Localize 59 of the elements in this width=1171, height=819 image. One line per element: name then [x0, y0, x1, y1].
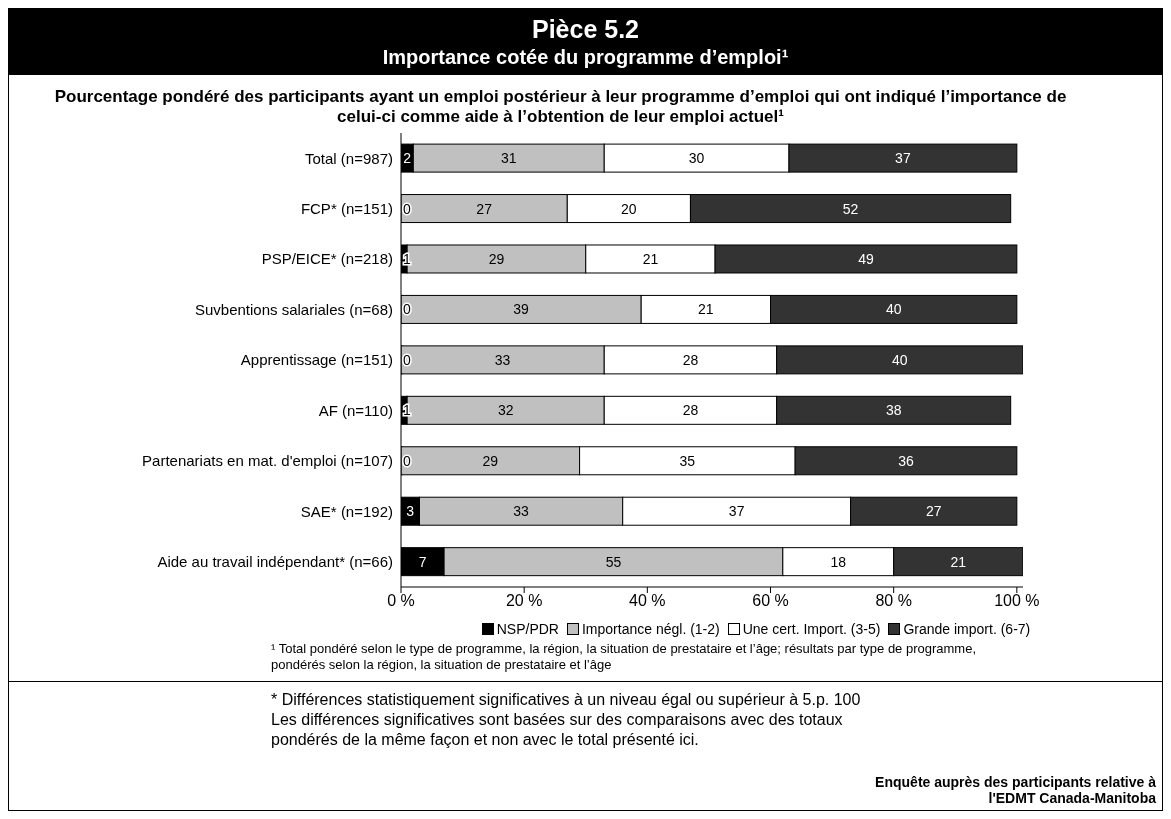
- data-label: 37: [728, 503, 745, 520]
- text: Enquête auprès des participants relative à l'EDMT Canada-Manitoba: [874, 774, 1156, 806]
- y-tick-label: SAE* (n=192): [300, 502, 393, 520]
- data-label: 28: [682, 402, 699, 419]
- data-label: 29: [482, 452, 499, 469]
- data-label: 0: [403, 452, 412, 469]
- data-label: 33: [494, 351, 511, 368]
- chart-subtitle: Importance cotée du programme d’emploi¹: [381, 46, 790, 69]
- data-label: 0: [403, 351, 412, 368]
- data-label: 33: [513, 503, 530, 520]
- chart-title: Pièce 5.2: [531, 15, 640, 44]
- data-label: 29: [488, 250, 505, 267]
- x-axis-title: Pourcentage pondéré des participants ayant un emploi postérieur à leur programme d’emploi qui ont indiqué l’importance de celui-ci comme aide à l’obtention de leur emploi actuel¹: [53, 87, 1068, 127]
- x-tick-label: 60 %: [752, 592, 789, 610]
- y-tick-label: Total (n=987): [305, 149, 393, 167]
- data-label: 39: [513, 301, 530, 318]
- data-label: 37: [895, 150, 911, 167]
- x-tick-label: 80 %: [875, 592, 912, 610]
- data-label: 0: [403, 200, 412, 217]
- legend-label: Grande import. (6-7): [902, 621, 1031, 637]
- data-label: 35: [679, 452, 696, 469]
- x-tick-label: 40 %: [629, 592, 666, 610]
- y-tick-label: FCP* (n=151): [300, 199, 393, 217]
- data-label: 55: [605, 553, 622, 570]
- data-label: 3: [406, 503, 415, 520]
- data-label: 21: [642, 250, 659, 267]
- data-label: 27: [925, 503, 942, 520]
- y-tick-label: Suvbentions salariales (n=68): [194, 300, 393, 318]
- y-tick-label: Partenariats en mat. d'emploi (n=107): [142, 452, 393, 470]
- text: * Différences statistiquement significatives à un niveau égal ou supérieur à 5.p. 100 Les différences significatives sont basées sur des comparaisons avec des totaux pondérés de la même façon et non avec le total présenté ici.: [271, 690, 862, 750]
- y-tick-label: Aide au travail indépendant* (n=66): [157, 553, 393, 571]
- data-label: 21: [950, 553, 967, 570]
- legend-label: Importance négl. (1-2): [581, 621, 720, 637]
- data-label: 0: [403, 301, 412, 318]
- data-label: 40: [885, 301, 902, 318]
- data-label: 30: [688, 150, 705, 167]
- data-label: 28: [682, 351, 699, 368]
- data-label: 2: [403, 150, 412, 167]
- text: ¹ Total pondéré selon le type de programme, la région, la situation de prestataire et l’âge; résultats par type de programme, pondérés selon la région, la situation de prestataire et l’âge: [271, 641, 978, 673]
- y-tick-label: Apprentissage (n=151): [240, 351, 393, 369]
- legend-label: Une cert. Import. (3-5): [741, 621, 881, 637]
- data-label: 21: [698, 301, 714, 318]
- x-tick-label: 100 %: [994, 592, 1040, 610]
- data-label: 49: [858, 250, 874, 267]
- data-label: 38: [885, 402, 902, 419]
- data-label: 36: [898, 452, 914, 469]
- data-label: 27: [476, 200, 493, 217]
- legend-label: NSP/PDR: [495, 621, 559, 637]
- y-tick-label: AF (n=110): [318, 401, 393, 419]
- data-label: 18: [830, 553, 847, 570]
- x-tick-label: 0 %: [387, 592, 415, 610]
- data-label: 52: [842, 200, 859, 217]
- data-label: 31: [500, 150, 517, 167]
- data-label: 20: [621, 200, 637, 217]
- data-label: 7: [418, 553, 427, 570]
- data-label: 32: [497, 402, 514, 419]
- x-tick-label: 20 %: [505, 592, 543, 610]
- y-tick-label: PSP/EICE* (n=218): [261, 250, 393, 268]
- data-label: 40: [892, 351, 908, 368]
